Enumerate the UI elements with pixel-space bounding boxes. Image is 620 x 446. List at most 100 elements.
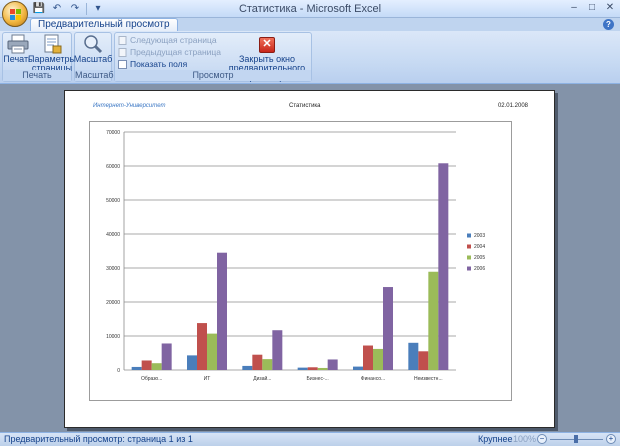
window-controls: – □ ✕ bbox=[566, 1, 618, 15]
bar bbox=[373, 348, 383, 370]
maximize-button[interactable]: □ bbox=[588, 2, 596, 13]
prev-page-label: Предыдущая страница bbox=[130, 47, 221, 57]
bar bbox=[161, 343, 172, 370]
title-bar: 💾 ↶ ↷ ▾ Статистика - Microsoft Excel – □… bbox=[0, 0, 620, 18]
x-tick-label: Неизвестн... bbox=[414, 376, 443, 382]
page-setup-icon bbox=[44, 34, 62, 54]
bar bbox=[363, 345, 373, 370]
zoom-plus-button[interactable]: + bbox=[606, 434, 616, 444]
preview-page[interactable]: Интернет-Университет Статистика 02.01.20… bbox=[64, 90, 555, 428]
y-tick-label: 50000 bbox=[106, 198, 120, 204]
bar bbox=[408, 342, 419, 370]
legend-label: 2003 bbox=[474, 233, 485, 239]
next-page-label: Следующая страница bbox=[130, 35, 217, 45]
bar bbox=[307, 367, 318, 370]
group-preview-label: Просмотр bbox=[115, 70, 311, 81]
next-page-icon bbox=[118, 35, 127, 45]
zoom-minus-button[interactable]: − bbox=[537, 434, 547, 444]
customize-qat-icon[interactable]: ▾ bbox=[95, 3, 101, 14]
zoom-percent[interactable]: 100% bbox=[513, 434, 537, 444]
page-header-right: 02.01.2008 bbox=[497, 103, 528, 109]
zoom-button[interactable]: Масштаб bbox=[73, 34, 113, 64]
bar bbox=[131, 366, 142, 370]
magnifier-icon bbox=[84, 35, 103, 54]
x-tick-label: Дизай... bbox=[253, 375, 271, 382]
close-preview-label-1: Закрыть окно bbox=[238, 54, 296, 64]
y-tick-label: 70000 bbox=[106, 130, 120, 136]
minimize-button[interactable]: – bbox=[571, 2, 577, 13]
bar bbox=[383, 287, 393, 370]
x-tick-label: Образо... bbox=[141, 376, 162, 382]
legend-swatch bbox=[467, 244, 471, 249]
bar bbox=[327, 359, 338, 370]
bar bbox=[151, 363, 162, 370]
office-button[interactable] bbox=[2, 1, 28, 27]
bar bbox=[187, 355, 197, 370]
group-preview: Следующая страница Предыдущая страница П… bbox=[114, 32, 312, 82]
close-preview-icon: ✕ bbox=[259, 37, 275, 53]
help-icon[interactable]: ? bbox=[603, 19, 614, 30]
show-margins-label: Показать поля bbox=[130, 59, 188, 69]
bar-chart: 0 10000 20000 30000 40000 50000 60000 70000 Обра… bbox=[106, 130, 485, 382]
group-print: Печать Параметры страницы Печать bbox=[2, 32, 76, 82]
prev-page-button[interactable]: Предыдущая страница bbox=[118, 47, 221, 57]
page-setup-label-2: страницы bbox=[31, 63, 73, 73]
save-icon[interactable]: 💾 bbox=[32, 3, 46, 14]
ribbon-tabs: Предварительный просмотр ? bbox=[0, 18, 620, 31]
bar bbox=[262, 359, 273, 370]
page-setup-label-1: Параметры bbox=[28, 54, 76, 64]
bar bbox=[418, 351, 429, 370]
bar bbox=[353, 366, 363, 370]
undo-icon[interactable]: ↶ bbox=[52, 3, 62, 14]
quick-access-toolbar: 💾 ↶ ↷ ▾ bbox=[32, 2, 105, 16]
close-window-button[interactable]: ✕ bbox=[605, 2, 615, 13]
redo-icon[interactable]: ↷ bbox=[70, 3, 80, 14]
show-margins-check[interactable] bbox=[118, 59, 127, 69]
page-header-left: Интернет-Университет bbox=[93, 103, 166, 109]
next-page-button[interactable]: Следующая страница bbox=[118, 35, 217, 45]
ribbon: Печать Параметры страницы Печать Масштаб… bbox=[0, 31, 620, 84]
x-tick-label: ИТ bbox=[204, 376, 211, 382]
group-zoom: Масштаб Масштаб bbox=[73, 32, 114, 82]
bar bbox=[141, 360, 152, 370]
bar bbox=[428, 271, 439, 370]
tab-print-preview[interactable]: Предварительный просмотр bbox=[30, 18, 178, 31]
bar bbox=[317, 367, 328, 370]
legend-swatch bbox=[467, 233, 471, 238]
y-tick-label: 60000 bbox=[106, 164, 120, 170]
y-tick-label: 0 bbox=[117, 368, 120, 374]
zoom-button-label: Масштаб bbox=[73, 54, 113, 64]
y-tick-label: 20000 bbox=[106, 300, 120, 306]
zoom-in-label[interactable]: Крупнее bbox=[478, 434, 513, 444]
print-button-label: Печать bbox=[3, 54, 33, 64]
bar bbox=[297, 367, 308, 370]
bar bbox=[272, 330, 283, 370]
printer-icon bbox=[7, 34, 29, 54]
status-text: Предварительный просмотр: страница 1 из … bbox=[4, 434, 193, 444]
bar bbox=[207, 333, 217, 370]
legend-label: 2006 bbox=[474, 266, 485, 272]
qat-separator bbox=[86, 3, 87, 15]
page-setup-button[interactable]: Параметры страницы bbox=[28, 34, 76, 73]
group-zoom-label: Масштаб bbox=[75, 70, 114, 81]
legend-swatch bbox=[467, 255, 471, 260]
x-tick-label: Финансо... bbox=[361, 376, 385, 382]
prev-page-icon bbox=[118, 47, 127, 57]
preview-area: Интернет-Университет Статистика 02.01.20… bbox=[0, 84, 620, 432]
group-print-label: Печать bbox=[3, 70, 71, 81]
y-tick-label: 30000 bbox=[106, 266, 120, 272]
show-margins-checkbox[interactable]: Показать поля bbox=[118, 59, 187, 69]
print-button[interactable]: Печать bbox=[3, 34, 33, 64]
bar bbox=[242, 365, 253, 370]
bar bbox=[252, 354, 263, 370]
office-logo-icon bbox=[9, 8, 21, 20]
legend-label: 2005 bbox=[474, 255, 485, 261]
y-tick-label: 10000 bbox=[106, 334, 120, 340]
bar bbox=[217, 252, 227, 370]
bar bbox=[438, 163, 449, 370]
zoom-slider-thumb[interactable] bbox=[574, 435, 578, 443]
legend-swatch bbox=[467, 266, 471, 271]
page-header-center: Статистика bbox=[289, 103, 321, 109]
status-bar: Предварительный просмотр: страница 1 из … bbox=[0, 432, 620, 446]
bar bbox=[197, 323, 207, 370]
